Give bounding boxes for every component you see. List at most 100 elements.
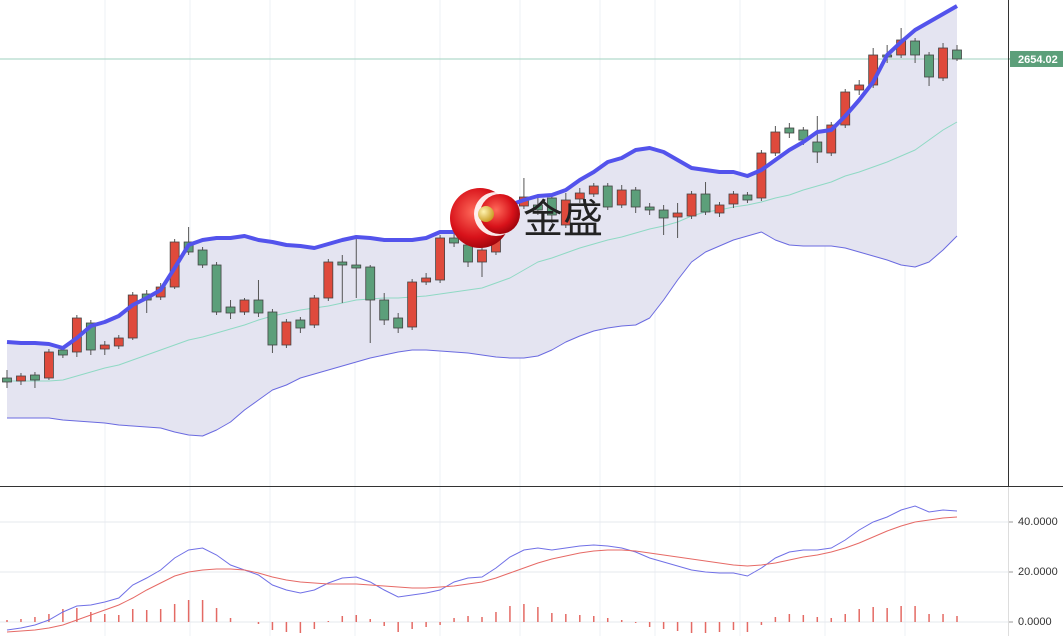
histogram-bar [467, 616, 469, 622]
histogram-bar [341, 616, 344, 622]
last-price-label: 2654.02 [1018, 54, 1058, 66]
candle-body [952, 49, 962, 60]
band-fill [7, 6, 957, 436]
histogram-bar [579, 615, 581, 622]
candle-body [477, 249, 487, 263]
histogram-bar [900, 606, 902, 622]
histogram-bar [662, 622, 665, 629]
histogram-bar [215, 608, 218, 622]
histogram-bar [131, 609, 134, 622]
candle-body [546, 197, 557, 216]
histogram-bar [48, 614, 50, 622]
histogram-bar [858, 609, 860, 622]
candle-body [337, 261, 348, 266]
histogram-bar [159, 609, 162, 622]
histogram-bar [844, 614, 846, 622]
histogram-bar [551, 613, 553, 622]
histogram-bar [732, 622, 735, 630]
histogram-bar [620, 620, 623, 622]
candle-body [379, 299, 390, 321]
histogram-bar [397, 622, 399, 632]
y-tick-label: 20.0000 [1018, 566, 1058, 578]
histogram-bar [355, 615, 358, 622]
candle-body [225, 306, 236, 314]
histogram-bar [118, 615, 120, 622]
histogram-bar [718, 622, 721, 632]
histogram-bar [593, 616, 595, 622]
candle-body [938, 47, 948, 79]
candle-body [714, 204, 725, 214]
histogram-bar [942, 614, 944, 622]
candle-body [16, 375, 26, 382]
last-price-box [1010, 50, 1063, 67]
candle-body [30, 374, 40, 381]
histogram-bar [145, 610, 148, 622]
histogram-bar [90, 612, 92, 622]
histogram-bar [565, 614, 567, 622]
candle-body [127, 294, 138, 339]
candle-body [742, 194, 753, 201]
candle-body [588, 185, 599, 195]
indicator-line [6, 516, 958, 633]
candle-body [435, 237, 445, 281]
histogram-bar [509, 606, 511, 622]
candle-body [756, 152, 767, 199]
candle-body [99, 344, 110, 350]
candle-body [323, 261, 334, 299]
candle-body [812, 141, 823, 153]
histogram-bar [872, 607, 874, 622]
histogram-bar [495, 612, 497, 622]
candle-body [728, 193, 739, 205]
candle-body [784, 127, 795, 134]
candle-body [351, 264, 362, 269]
histogram-bar [453, 618, 455, 622]
candle-body [295, 319, 306, 329]
histogram-bar [676, 622, 679, 631]
histogram-bar [802, 615, 805, 622]
histogram-bar [62, 609, 64, 622]
candle-body [924, 54, 934, 78]
candle-body [630, 189, 641, 208]
candle-body [365, 266, 376, 301]
histogram-bar [774, 617, 777, 622]
candle-body [44, 351, 54, 379]
histogram-bar [299, 622, 302, 633]
candle-body [253, 299, 264, 314]
histogram-bar [425, 622, 427, 627]
histogram-bar [830, 618, 833, 622]
histogram-bar [201, 600, 204, 622]
histogram-bar [634, 622, 637, 623]
candle-body [826, 124, 837, 154]
histogram-bar [956, 616, 958, 622]
candle-body [910, 40, 920, 56]
candle-body [532, 204, 543, 211]
candle-body [700, 193, 711, 213]
histogram-bar [6, 620, 8, 622]
candle-body [616, 189, 627, 206]
histogram-bar [816, 617, 819, 622]
candle-body [407, 281, 418, 328]
histogram-bar [327, 621, 330, 622]
histogram-bar [285, 622, 288, 632]
histogram-bar [523, 604, 525, 622]
logo: 金盛 [450, 188, 603, 248]
histogram-bar [257, 622, 260, 624]
candle-body [281, 321, 292, 346]
middle-band [7, 121, 958, 382]
histogram-bar [439, 622, 441, 625]
histogram-bar [313, 622, 316, 629]
histogram-bar [481, 617, 483, 622]
candle-body [239, 299, 250, 313]
candle-body [449, 237, 459, 244]
histogram-bar [704, 622, 707, 633]
candle-body [211, 264, 222, 313]
candle-body [113, 337, 124, 347]
price-panel: 2654.02 [0, 4, 1063, 437]
histogram-bar [271, 622, 274, 630]
candle-body [672, 212, 683, 218]
indicator-panel: 0.0000 20.0000 40.0000 [0, 505, 1058, 633]
histogram-bar [20, 619, 22, 622]
histogram-bar [173, 604, 176, 622]
candle-body [574, 192, 585, 200]
